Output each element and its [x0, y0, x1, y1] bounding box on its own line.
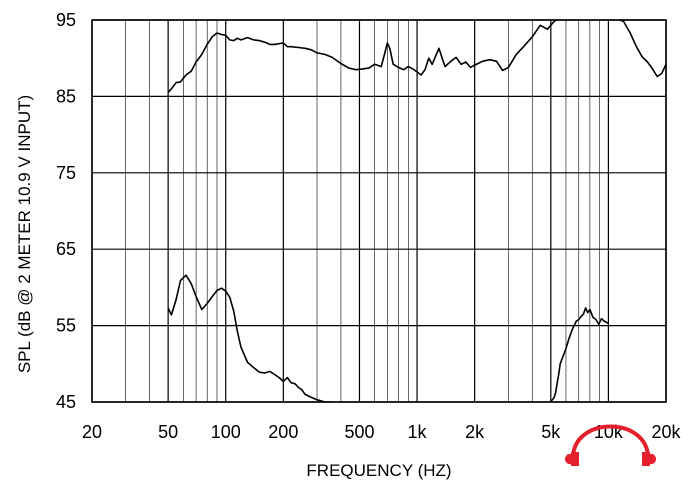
- x-tick-label: 1k: [408, 422, 428, 442]
- plot-frame: [91, 19, 667, 403]
- x-tick-label: 5k: [541, 422, 561, 442]
- y-tick-label: 95: [56, 10, 76, 30]
- y-tick-label: 75: [56, 163, 76, 183]
- headphones-band: [571, 424, 650, 459]
- x-tick-label: 200: [268, 422, 298, 442]
- x-tick-label: 2k: [465, 422, 485, 442]
- x-tick-label: 100: [211, 422, 241, 442]
- x-axis-title: FREQUENCY (HZ): [306, 461, 451, 480]
- headphones-left-cup: [564, 452, 579, 466]
- x-tick-labels: 20 50 100 200 500 1k 2k 5k 10k 20k: [82, 422, 682, 442]
- y-tick-labels: 45 55 65 75 85 95: [56, 10, 76, 412]
- x-tick-label: 20: [82, 422, 102, 442]
- x-tick-label: 500: [344, 422, 374, 442]
- y-tick-label: 45: [56, 392, 76, 412]
- response-curve-low-bass: [167, 274, 335, 402]
- y-tick-label: 85: [56, 86, 76, 106]
- response-curve-low-treble: [549, 307, 609, 402]
- y-tick-label: 65: [56, 239, 76, 259]
- chart-grid: [91, 19, 667, 403]
- chart-curves: [167, 20, 666, 402]
- headphones-right-cup: [642, 452, 657, 466]
- headphones-logo-icon: [564, 424, 657, 466]
- y-axis-title: SPL (dB @ 2 METER 10.9 V INPUT): [15, 95, 34, 373]
- x-tick-label: 20k: [651, 422, 681, 442]
- y-tick-label: 55: [56, 316, 76, 336]
- response-curve-upper: [167, 20, 666, 94]
- x-tick-label: 50: [158, 422, 178, 442]
